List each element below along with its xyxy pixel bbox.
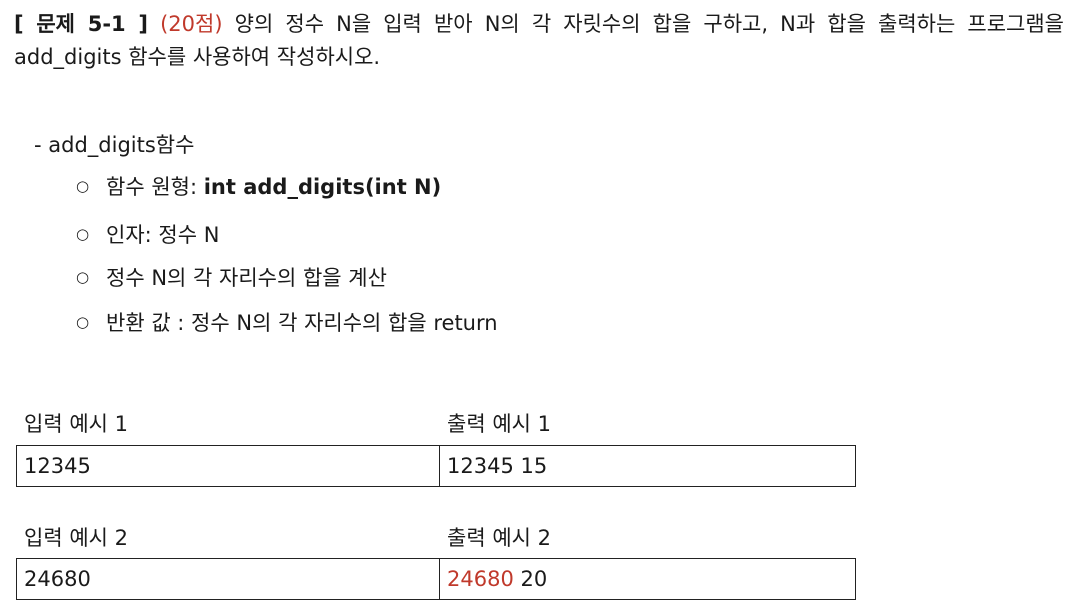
problem-text: 양의 정수 N을 입력 받아 N의 각 자릿수의 합을 구하고, N과 합을 출… [14,12,1064,69]
bullet-circle-icon: ○ [76,225,90,243]
input-example-2-label: 입력 예시 2 [24,526,128,550]
spec-item-label: 반환 값 : 정수 N의 각 자리수의 합을 return [106,311,498,335]
spec-item-compute: ○ 정수 N의 각 자리수의 합을 계산 [76,263,387,294]
problem-statement: [ 문제 5-1 ] (20점) 양의 정수 N을 입력 받아 N의 각 자릿수… [14,8,1064,74]
output-example-2-first: 24680 [447,567,514,591]
bullet-circle-icon: ○ [76,313,90,331]
spec-item-prototype: ○ 함수 원형: int add_digits(int N) [76,172,441,203]
bullet-circle-icon: ○ [76,177,90,195]
spec-item-argument: ○ 인자: 정수 N [76,220,219,251]
spec-item-label: 정수 N의 각 자리수의 합을 계산 [106,266,387,290]
output-example-2-label: 출력 예시 2 [447,526,551,550]
example-2-table: 24680 24680 20 [16,558,856,600]
output-example-2-second: 20 [513,567,548,591]
bullet-circle-icon: ○ [76,268,90,286]
function-section-title: - add_digits함수 [34,133,195,157]
spec-item-bold: int add_digits(int N) [203,175,442,199]
input-example-1-label: 입력 예시 1 [24,412,128,436]
example-1-table: 12345 12345 15 [16,445,856,487]
input-example-1-cell: 12345 [17,446,440,486]
problem-number: [ 문제 5-1 ] [14,12,148,36]
output-example-1-second: 15 [513,454,548,478]
input-example-2-cell: 24680 [17,559,440,599]
output-example-1-first: 12345 [447,454,514,478]
spec-item-label: 인자: 정수 N [106,223,220,247]
output-example-1-label: 출력 예시 1 [447,412,551,436]
problem-points: (20점) [160,12,223,36]
output-example-1-cell: 12345 15 [440,446,855,486]
output-example-2-cell: 24680 20 [440,559,855,599]
spec-item-return: ○ 반환 값 : 정수 N의 각 자리수의 합을 return [76,308,498,339]
spec-item-label: 함수 원형: [106,175,204,199]
